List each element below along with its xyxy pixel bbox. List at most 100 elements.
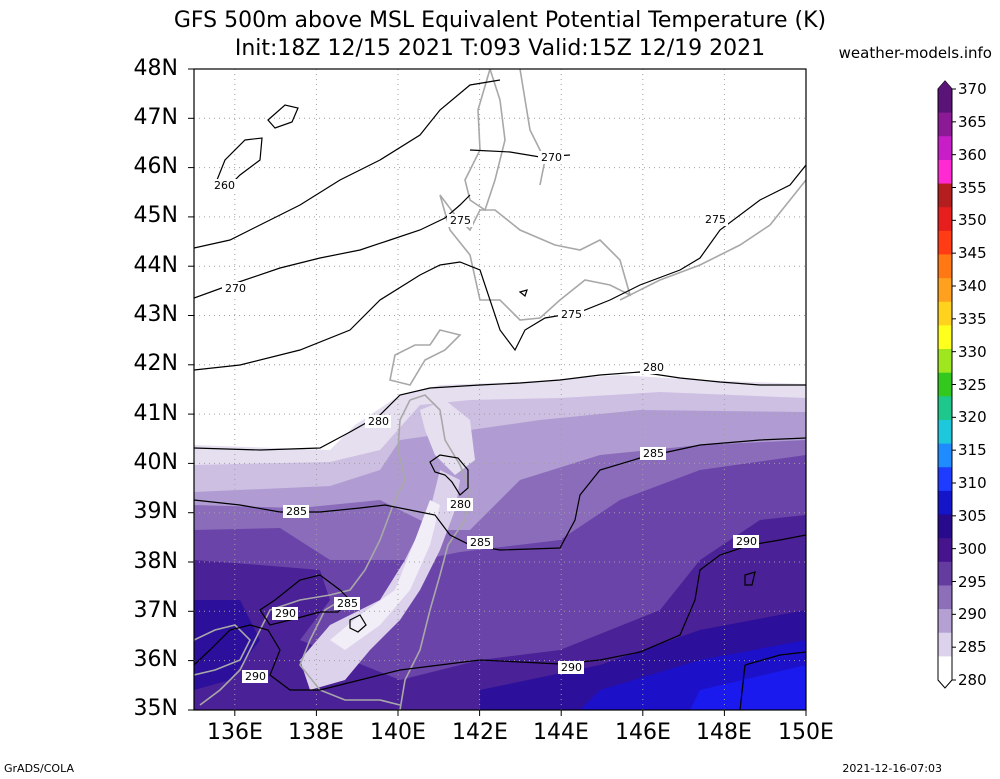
contour-label: 290: [275, 607, 296, 620]
label-bg: [334, 597, 360, 610]
colorbar-label: 310: [958, 474, 987, 492]
contour-label: 280: [450, 498, 471, 511]
label-bg: [538, 151, 564, 164]
colorbar-label: 365: [958, 112, 987, 131]
colorbar-swatch: [938, 561, 952, 586]
label-bg: [447, 214, 473, 227]
field-296: [690, 665, 806, 710]
lon-label: 138E: [288, 720, 344, 745]
colorbar-swatch: [938, 112, 952, 137]
colorbar-max-arrow: [938, 81, 952, 89]
colorbar-label: 330: [958, 342, 987, 361]
contour-label: 285: [470, 536, 491, 549]
label-bg: [702, 213, 728, 226]
contour-label: 280: [368, 415, 389, 428]
lon-label: 142E: [452, 720, 508, 745]
contour-label: 270: [541, 151, 562, 164]
lat-label: 40N: [133, 450, 178, 475]
colorbar-swatch: [938, 349, 952, 374]
colorbar-swatch: [938, 609, 952, 634]
lat-label: 48N: [133, 56, 178, 81]
colorbar-swatch: [938, 419, 952, 445]
colorbar-swatch: [938, 254, 952, 279]
lat-label: 45N: [133, 203, 178, 228]
colorbar-label: 335: [958, 309, 987, 328]
lon-label: 146E: [615, 720, 671, 745]
colorbar-label: 295: [958, 572, 987, 591]
colorbar-label: 340: [958, 277, 987, 295]
contour-label: 280: [643, 361, 664, 374]
contour-label: 285: [643, 447, 664, 460]
colorbar-swatch: [938, 325, 952, 350]
colorbar-swatch: [938, 372, 952, 397]
axis-ticks: [188, 68, 807, 716]
contour-label: 290: [736, 535, 757, 548]
colorbar-label: 305: [958, 506, 987, 525]
contour-label: 275: [705, 213, 726, 226]
lat-label: 47N: [133, 105, 178, 130]
lat-label: 43N: [133, 302, 178, 327]
colorbar-label: 315: [958, 441, 987, 460]
colorbar-swatch: [938, 585, 952, 610]
colorbar-label: 280: [958, 671, 987, 689]
lat-label: 35N: [133, 696, 178, 721]
label-bg: [640, 447, 666, 460]
label-bg: [222, 282, 248, 295]
contour-label: 270: [225, 282, 246, 295]
colorbar-swatch: [938, 89, 952, 114]
colorbar-label: 370: [958, 80, 987, 98]
lat-label: 41N: [133, 401, 178, 426]
contour-label: 285: [337, 597, 358, 610]
label-bg: [242, 670, 268, 683]
map-title: GFS 500m above MSL Equivalent Potential …: [173, 8, 827, 33]
label-bg: [467, 536, 493, 549]
contour-label: 275: [450, 214, 471, 227]
colorbar-swatch: [938, 159, 952, 185]
colorbar-swatch: [938, 396, 952, 421]
field-tohoku-pale: [420, 400, 475, 475]
label-bg: [211, 179, 237, 192]
label-bg: [365, 415, 391, 428]
lat-label: 42N: [133, 351, 178, 376]
colorbar-swatch: [938, 632, 952, 657]
colorbar-swatch: [938, 230, 952, 255]
colorbar-swatch: [938, 183, 952, 208]
colorbar-swatch: [938, 278, 952, 303]
lon-label: 140E: [370, 720, 426, 745]
label-bg: [283, 505, 309, 518]
lat-label: 36N: [133, 647, 178, 672]
colorbar-swatch: [938, 443, 952, 468]
label-bg: [558, 308, 584, 321]
colorbar-label: 345: [958, 244, 987, 263]
colorbar-swatch: [938, 467, 952, 492]
lon-label: 136E: [207, 720, 263, 745]
colorbar-label: 360: [958, 145, 987, 164]
label-bg: [272, 607, 298, 620]
contour-label: 285: [286, 505, 307, 518]
contour-labels: 270 260 275 275 275 270 280 280 285 280 …: [211, 151, 759, 683]
colorbar-label: 355: [958, 178, 987, 197]
lon-label: 150E: [778, 720, 834, 745]
field-honshu-core: [330, 500, 440, 650]
lon-label: 144E: [533, 720, 589, 745]
label-bg: [640, 361, 666, 374]
software-credit: GrADS/COLA: [4, 762, 74, 775]
colorbar-label: 290: [958, 605, 987, 624]
coastlines: [194, 69, 806, 710]
colorbar-label: 350: [958, 211, 987, 230]
lat-label: 39N: [133, 499, 178, 524]
lat-label: 44N: [133, 253, 178, 278]
colorbar-label: 300: [958, 539, 987, 558]
generated-timestamp: 2021-12-16-07:03: [842, 762, 942, 775]
source-credit: weather-models.info: [838, 44, 992, 62]
colorbar-swatch: [938, 538, 952, 563]
theta-e-field: 270 260 275 275 275 270 280 280 285 280 …: [194, 69, 806, 710]
colorbar-swatch: [938, 136, 952, 161]
map-subtitle: Init:18Z 12/15 2021 T:093 Valid:15Z 12/1…: [234, 36, 766, 61]
colorbar: [937, 80, 956, 689]
plot-frame: [193, 68, 807, 711]
contour-label: 260: [214, 179, 235, 192]
colorbar-swatch: [938, 301, 952, 326]
colorbar-swatch: [938, 490, 952, 516]
